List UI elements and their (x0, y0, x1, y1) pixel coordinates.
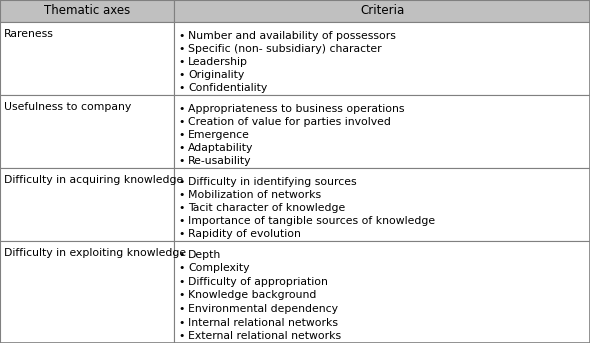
Text: External relational networks: External relational networks (188, 331, 341, 341)
Text: •: • (179, 70, 185, 80)
Text: •: • (179, 156, 185, 166)
Bar (174, 241, 590, 343)
Bar (174, 95, 590, 168)
Bar (174, 168, 590, 241)
Text: •: • (179, 130, 185, 140)
Text: •: • (179, 44, 185, 54)
Text: Rapidity of evolution: Rapidity of evolution (188, 229, 301, 239)
Text: Rareness: Rareness (4, 29, 54, 39)
Text: Internal relational networks: Internal relational networks (188, 318, 338, 328)
Text: •: • (179, 229, 185, 239)
Text: Difficulty in acquiring knowledge: Difficulty in acquiring knowledge (4, 175, 183, 185)
Text: Re-usability: Re-usability (188, 156, 251, 166)
Bar (0, 22, 174, 95)
Text: •: • (179, 177, 185, 187)
Text: Complexity: Complexity (188, 263, 250, 273)
Text: •: • (179, 57, 185, 67)
Bar (174, 22, 590, 95)
Text: Appropriateness to business operations: Appropriateness to business operations (188, 104, 405, 114)
Text: •: • (179, 190, 185, 200)
Text: Mobilization of networks: Mobilization of networks (188, 190, 321, 200)
Text: •: • (179, 250, 185, 260)
Text: •: • (179, 331, 185, 341)
Text: •: • (179, 203, 185, 213)
Text: Usefulness to company: Usefulness to company (4, 102, 131, 112)
Bar (0, 0, 174, 22)
Text: •: • (179, 318, 185, 328)
Text: Depth: Depth (188, 250, 221, 260)
Text: •: • (179, 83, 185, 93)
Text: Originality: Originality (188, 70, 244, 80)
Text: Tacit character of knowledge: Tacit character of knowledge (188, 203, 345, 213)
Text: Number and availability of possessors: Number and availability of possessors (188, 31, 396, 40)
Text: •: • (179, 291, 185, 300)
Text: Importance of tangible sources of knowledge: Importance of tangible sources of knowle… (188, 216, 435, 226)
Text: Emergence: Emergence (188, 130, 250, 140)
Text: Creation of value for parties involved: Creation of value for parties involved (188, 117, 391, 127)
Text: Confidentiality: Confidentiality (188, 83, 267, 93)
Text: Adaptability: Adaptability (188, 143, 254, 153)
Text: •: • (179, 104, 185, 114)
Bar (174, 0, 590, 22)
Text: Difficulty in exploiting knowledge: Difficulty in exploiting knowledge (4, 248, 186, 258)
Text: •: • (179, 304, 185, 314)
Text: •: • (179, 143, 185, 153)
Text: •: • (179, 31, 185, 40)
Text: Difficulty in identifying sources: Difficulty in identifying sources (188, 177, 357, 187)
Text: Specific (non- subsidiary) character: Specific (non- subsidiary) character (188, 44, 382, 54)
Text: Leadership: Leadership (188, 57, 248, 67)
Text: •: • (179, 277, 185, 287)
Text: •: • (179, 263, 185, 273)
Bar (0, 241, 174, 343)
Bar (0, 168, 174, 241)
Text: Thematic axes: Thematic axes (44, 4, 130, 17)
Text: Environmental dependency: Environmental dependency (188, 304, 338, 314)
Bar (0, 95, 174, 168)
Text: Criteria: Criteria (360, 4, 404, 17)
Text: Knowledge background: Knowledge background (188, 291, 316, 300)
Text: •: • (179, 216, 185, 226)
Text: Difficulty of appropriation: Difficulty of appropriation (188, 277, 328, 287)
Text: •: • (179, 117, 185, 127)
